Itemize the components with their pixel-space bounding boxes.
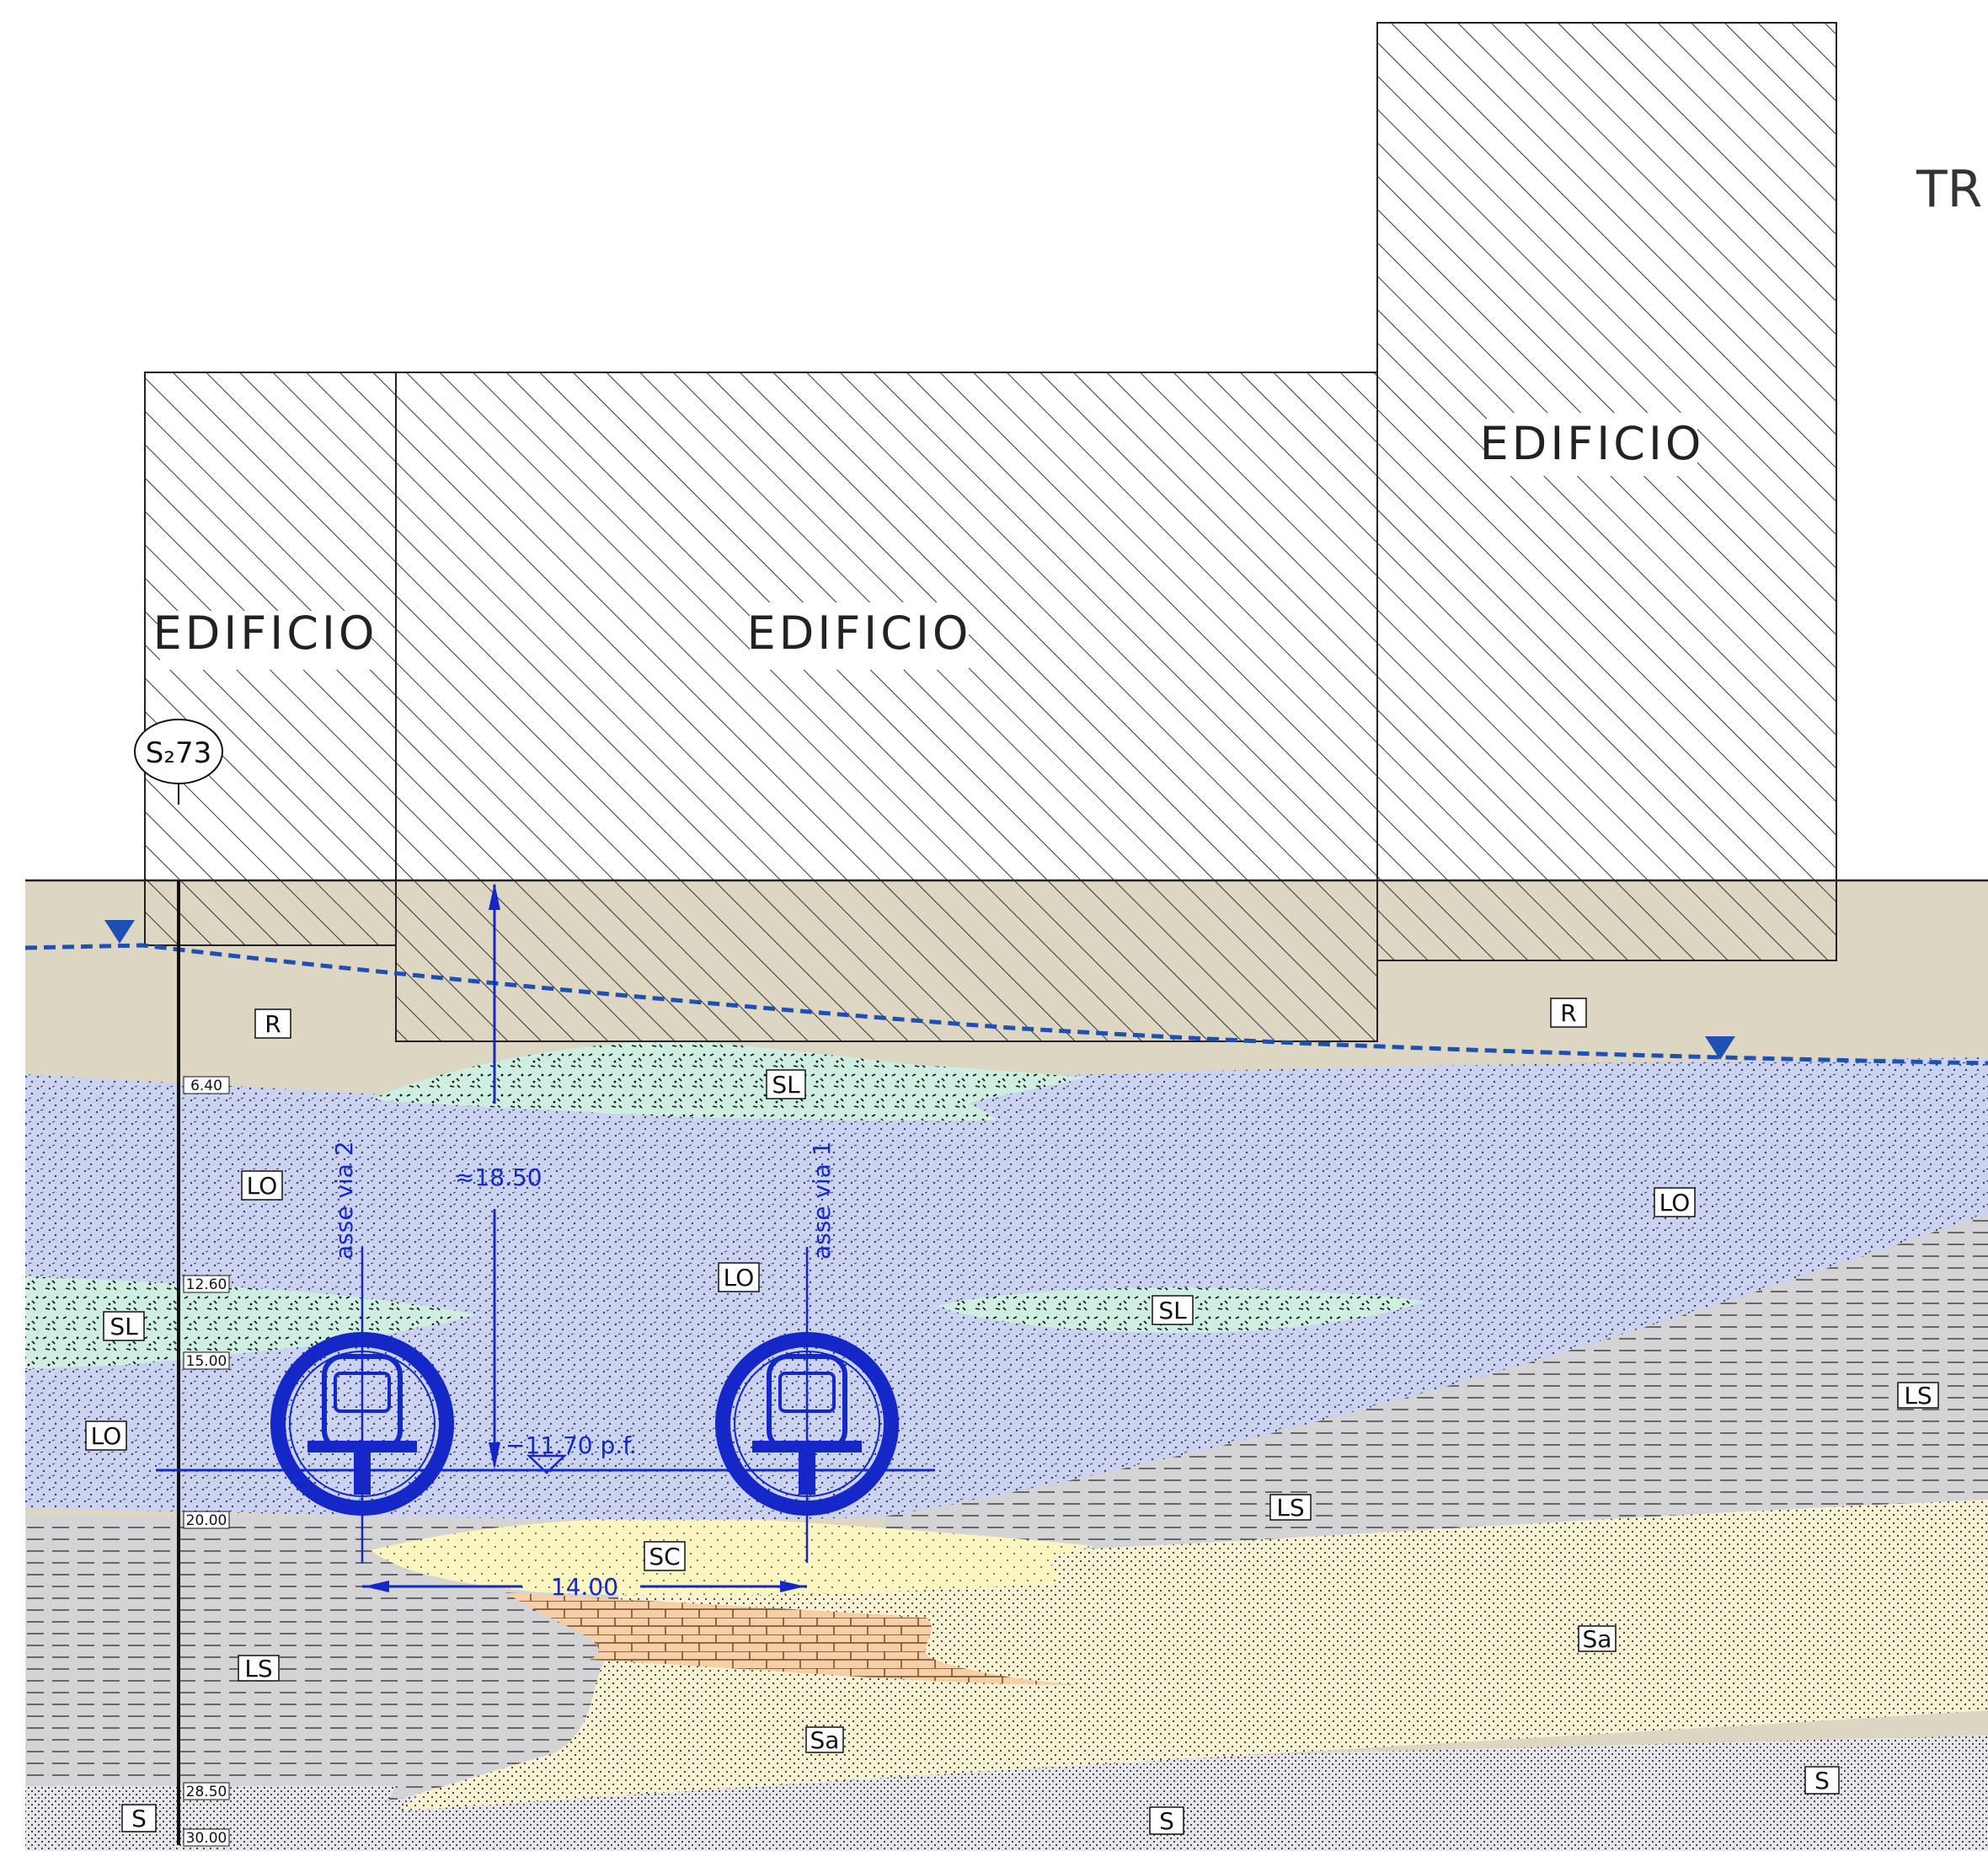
groundwater-line	[24, 943, 1988, 1066]
building-center: EDIFICIO	[395, 372, 1378, 1042]
tunnel-system: asse via 2 asse via 1 ≈18.50 −11.70 p.f.…	[156, 883, 935, 1601]
depth-label: 30.00	[186, 1830, 227, 1847]
title-fragment: TR	[1916, 160, 1982, 219]
depth-label: 15.00	[186, 1353, 227, 1370]
layer-label: SL	[110, 1313, 138, 1340]
tunnel-via-2	[270, 1247, 454, 1563]
layer-s	[25, 1736, 1988, 1851]
layer-labels: R R SL SL SL LO LO LO LO LS LS LS SC Sa …	[85, 998, 1939, 1835]
arrowhead-icon	[780, 1581, 805, 1592]
groundwater-marker-icon	[1705, 1036, 1735, 1060]
layer-label: LO	[247, 1172, 278, 1200]
layer-sc	[371, 1517, 1095, 1597]
layer-label: Sa	[1583, 1625, 1612, 1653]
borehole: S₂73 6.40 12.60 15.00 20.00 28.50 30.00	[134, 719, 230, 1847]
building-right: EDIFICIO	[1376, 22, 1837, 961]
layer-lo	[25, 1057, 1988, 1521]
rail-level-label: −11.70 p.f.	[505, 1431, 637, 1459]
arrowhead-icon	[489, 1442, 500, 1469]
layer-brick	[505, 1592, 1078, 1685]
building-label: EDIFICIO	[747, 607, 972, 660]
layer-label: S	[1159, 1807, 1174, 1835]
groundwater-marker-icon	[104, 920, 135, 944]
spacing-dimension-label: 14.00	[551, 1573, 618, 1601]
arrowhead-icon	[364, 1581, 389, 1592]
depth-label: 28.50	[186, 1784, 227, 1800]
layer-label: LS	[1904, 1382, 1932, 1410]
depth-label: 6.40	[190, 1078, 222, 1094]
axis-label-via-2: asse via 2	[330, 1141, 358, 1260]
building-label: EDIFICIO	[153, 607, 378, 660]
layer-label: R	[265, 1010, 281, 1038]
layer-label: LS	[1276, 1494, 1304, 1522]
layer-label: SL	[1158, 1297, 1187, 1324]
layer-ls-left	[25, 1517, 623, 1803]
layer-ls-right	[884, 1213, 1988, 1550]
building-label: EDIFICIO	[1480, 417, 1705, 470]
layer-label: LO	[724, 1264, 755, 1292]
borehole-id: S₂73	[146, 736, 211, 770]
layer-label: S	[131, 1805, 147, 1832]
depth-markers: 6.40 12.60 15.00 20.00 28.50 30.00	[183, 1076, 230, 1847]
level-marker-icon	[526, 1454, 568, 1474]
building-left: EDIFICIO	[144, 372, 397, 946]
layer-label: S	[1814, 1767, 1830, 1795]
arrowhead-icon	[489, 883, 500, 910]
depth-label: 12.60	[186, 1276, 227, 1293]
layer-label: R	[1560, 999, 1576, 1027]
layer-label: SL	[772, 1071, 800, 1099]
layer-label: SC	[649, 1543, 680, 1570]
layer-label: Sa	[810, 1726, 840, 1754]
layer-label: LO	[91, 1422, 122, 1450]
depth-dimension-label: ≈18.50	[455, 1164, 542, 1191]
layer-sl-top	[371, 1041, 1087, 1121]
layer-label: LS	[244, 1655, 272, 1682]
layer-label: LO	[1659, 1189, 1691, 1217]
tunnel-via-1	[715, 1247, 899, 1563]
axis-label-via-1: asse via 1	[808, 1141, 836, 1260]
depth-label: 20.00	[186, 1512, 227, 1529]
